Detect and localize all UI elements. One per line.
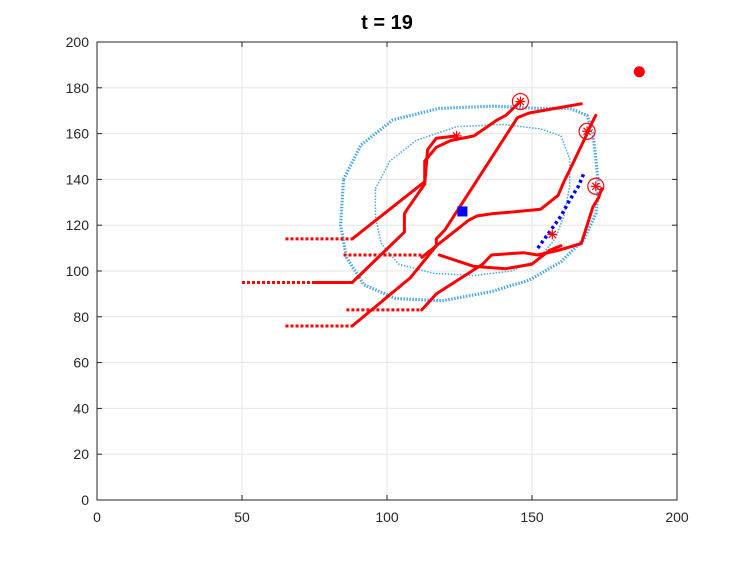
asterisk-marker: [451, 130, 462, 141]
axis-ticks: 0 50 100 150 200 0 20 40 60 80 100 120 140 160 180 200: [66, 34, 689, 525]
y-tick-label: 80: [73, 309, 89, 325]
y-tick-label: 120: [66, 217, 90, 233]
y-tick-label: 20: [73, 446, 89, 462]
trajectory-path: [313, 134, 459, 284]
y-tick-label: 140: [66, 171, 90, 187]
y-tick-label: 40: [73, 400, 89, 416]
goal-dot: [633, 66, 645, 78]
asterisk-marker: [590, 181, 601, 192]
trajectory-path: [350, 100, 522, 241]
contour-inner: [374, 123, 571, 277]
grid: [96, 41, 678, 501]
x-tick-label: 150: [520, 509, 544, 525]
x-tick-label: 200: [665, 509, 689, 525]
y-tick-label: 200: [66, 34, 90, 50]
asterisk-marker: [547, 229, 558, 240]
asterisk-marker: [515, 96, 526, 107]
predicted-path-layer: [536, 171, 586, 250]
x-tick-label: 0: [93, 509, 101, 525]
history-paths: [242, 237, 422, 328]
y-tick-label: 180: [66, 80, 90, 96]
circle-marker: [578, 122, 596, 140]
y-tick-label: 160: [66, 126, 90, 142]
target-square: [457, 206, 468, 217]
y-tick-label: 0: [81, 492, 89, 508]
solid-paths: [313, 100, 604, 328]
asterisk-marker: [582, 126, 593, 137]
trajectory-path: [437, 244, 563, 271]
marker-layer: [451, 66, 645, 240]
chart-title: t = 19: [361, 12, 413, 34]
predicted-path: [536, 171, 586, 250]
y-tick-label: 100: [66, 263, 90, 279]
contour-outer: [339, 104, 601, 303]
circle-marker: [587, 177, 605, 195]
x-tick-label: 50: [234, 509, 250, 525]
circle-marker: [511, 92, 530, 111]
y-tick-label: 60: [73, 355, 89, 371]
trajectory-path: [350, 102, 583, 328]
x-tick-label: 100: [375, 509, 399, 525]
contour-layer: [339, 104, 601, 303]
